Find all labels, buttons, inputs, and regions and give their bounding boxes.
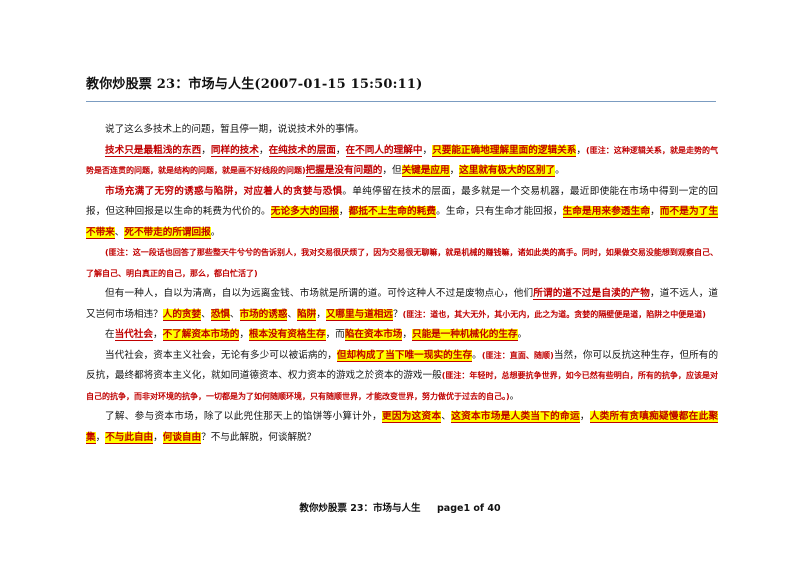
highlight: 何谈自由 — [162, 431, 202, 444]
emphasis: 在不同人的理解中 — [345, 144, 423, 157]
text: 。 — [509, 390, 520, 402]
highlight: 关键是应用 — [401, 165, 450, 177]
text: ， — [335, 144, 346, 156]
paragraph-5: 在当代社会，不了解资本市场的，根本没有资格生存，而陷在资本市场，只能是一种机械化… — [86, 325, 718, 346]
page-number: page1 of 40 — [437, 503, 501, 514]
text: ， — [449, 165, 460, 176]
paragraph-2: 技术只是最粗浅的东西，同样的技术，在纯技术的层面，在不同人的理解中，只要能正确地… — [86, 141, 718, 182]
text: 了解、参与资本市场，除了以此兜住那天上的馅饼等小算计外， — [105, 411, 382, 422]
text: ， — [201, 144, 211, 156]
paragraph-4: 但有一种人，自以为清高，自以为远离金钱、市场就是所谓的道。可怜这种人不过是废物点… — [86, 284, 718, 325]
emphasis: 所谓的道不过是自渎的产物 — [533, 288, 651, 300]
text: 。单纯停留在技术的层面，最多就是一个交易机器，最近即使能在市场中得到一定的回报，… — [86, 185, 718, 218]
text: 、 — [229, 308, 240, 320]
page-footer: 教你炒股票 23：市场与人生 page1 of 40 — [0, 500, 800, 514]
emphasis: 市场充满了无穷的诱惑与陷阱，对应着人的贪婪与恐惧 — [105, 185, 343, 197]
text: 当代社会，资本主义社会，无论有多少可以被诟病的， — [105, 349, 337, 361]
text: 在 — [105, 329, 115, 340]
highlight: 不了解资本市场的 — [162, 329, 240, 341]
text: ？不与此解脱，何谈解脱？ — [201, 431, 317, 443]
highlight: 生命是用来参透生命 — [562, 206, 651, 218]
highlight: 只要能正确地理解里面的逻辑关系 — [432, 144, 577, 157]
highlight: 陷阱 — [297, 308, 317, 321]
footer-title: 教你炒股票 23：市场与人生 — [299, 503, 421, 514]
emphasis: 把握是没有问题的 — [305, 165, 383, 177]
text: ， — [153, 431, 163, 443]
text: 当然，你可以反抗这种生存，但所有的反抗，最终都将资本主义化，就如同道德资本、权力… — [86, 349, 719, 382]
emphasis: 在纯技术的层面 — [268, 144, 336, 157]
emphasis: 技术只是最粗浅的东西 — [105, 144, 202, 157]
editor-note: (匪注：年轻时，总想要抗争世界，如今已然有些明白，所有的抗争，应该是对自己的抗争… — [86, 371, 718, 401]
text: 、 — [441, 411, 452, 422]
highlight: 人的贪婪 — [162, 308, 202, 321]
highlight: 又哪里与道相远 — [325, 308, 393, 321]
text: ，而 — [325, 329, 345, 340]
text: 、 — [114, 226, 125, 238]
paragraph-note-1: (匪注：这一段话也回答了那些整天牛兮兮的告诉别人，我对交易很厌烦了，因为交易很无… — [86, 243, 718, 284]
text: 、 — [287, 308, 298, 320]
highlight: 市场的诱惑 — [239, 308, 288, 321]
page-title: 教你炒股票 23：市场与人生(2007-01-15 15:50:11) — [86, 77, 423, 92]
text: ， — [402, 329, 412, 340]
text: ，但 — [382, 165, 402, 176]
text: 。 — [555, 165, 565, 176]
highlight: 这资本市场是人类当下的命运 — [451, 411, 580, 423]
paragraph-3: 市场充满了无穷的诱惑与陷阱，对应着人的贪婪与恐惧。单纯停留在技术的层面，最多就是… — [86, 182, 719, 244]
text: 。 — [472, 349, 482, 361]
text: 。 — [210, 226, 221, 238]
text: ， — [338, 206, 349, 217]
highlight: 根本没有资格生存 — [248, 329, 326, 341]
document-body: 说了这么多技术上的问题，暂且停一期，说说技术外的事情。 技术只是最粗浅的东西，同… — [86, 120, 718, 448]
text: ， — [152, 329, 163, 340]
text: ， — [576, 144, 587, 156]
highlight: 这里就有极大的区别了 — [459, 165, 556, 177]
text: 。生命，只有生命才能回报， — [436, 206, 563, 217]
text: ， — [316, 308, 326, 320]
text: 、 — [201, 308, 211, 320]
text: ， — [95, 431, 106, 443]
text: ， — [239, 329, 249, 340]
title-divider — [86, 101, 716, 102]
emphasis: 同样的技术 — [210, 144, 259, 157]
editor-note: (匪注：这种逻辑关系，就是走势的气势是否连贯的问题，就是结构的问题，就是画不好线… — [86, 145, 719, 176]
text: ？ — [393, 308, 403, 320]
text: 但有一种人，自以为清高，自以为远离金钱、市场就是所谓的道。可怜这种人不过是废物点… — [105, 288, 534, 299]
paragraph-7: 了解、参与资本市场，除了以此兜住那天上的馅饼等小算计外，更因为这资本、这资本市场… — [86, 407, 719, 448]
highlight: 更因为这资本 — [381, 411, 442, 423]
text: ， — [258, 144, 269, 156]
editor-note: (匪注：道也，其大无外，其小无内，此之为道。贪婪的隔壁便是道，陷阱之中便是道) — [402, 309, 706, 319]
paragraph-6: 当代社会，资本主义社会，无论有多少可以被诟病的，但却构成了当下唯一现实的生存。(… — [86, 346, 718, 408]
text: ， — [650, 206, 660, 217]
highlight: 无论多大的回报 — [270, 206, 339, 218]
text: 。 — [517, 329, 528, 340]
highlight: 都抵不上生命的耗费 — [348, 206, 437, 218]
highlight: 只能是一种机械化的生存 — [412, 329, 518, 341]
highlight: 陷在资本市场 — [344, 329, 403, 341]
text: ， — [579, 411, 590, 422]
emphasis: 当代社会 — [114, 329, 153, 341]
text: ， — [422, 144, 433, 156]
text: ，道不远人，道又岂何市场相违？ — [86, 288, 719, 320]
editor-note: (匪注：这一段话也回答了那些整天牛兮兮的告诉别人，我对交易很厌烦了，因为交易很无… — [86, 248, 718, 278]
text: 说了这么多技术上的问题，暂且停一期，说说技术外的事情。 — [105, 124, 365, 135]
paragraph-1: 说了这么多技术上的问题，暂且停一期，说说技术外的事情。 — [86, 120, 718, 141]
editor-note: (匪注：直面、随顺) — [481, 350, 554, 360]
highlight: 但却构成了当下唯一现实的生存 — [336, 349, 473, 362]
highlight: 死不带走的所谓回报 — [124, 226, 211, 239]
highlight: 恐惧 — [210, 308, 230, 321]
highlight: 不与此自由 — [105, 431, 154, 444]
